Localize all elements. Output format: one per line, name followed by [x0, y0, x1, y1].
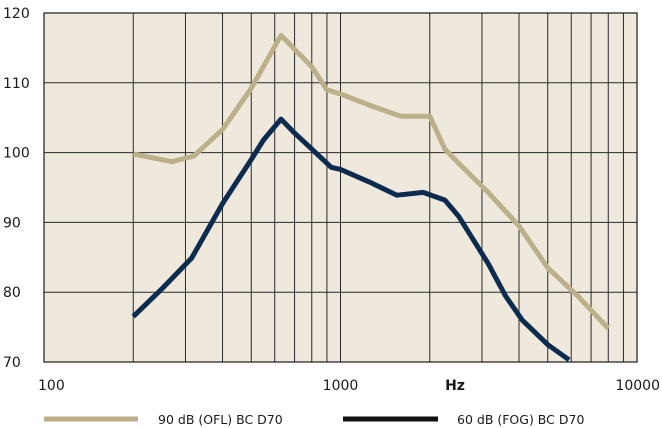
series-line-1 [132, 32, 611, 331]
y-tick-label: 100 [3, 146, 30, 162]
y-tick-label: 80 [3, 285, 21, 301]
x-tick-labels: 100 1000 10000 [38, 378, 660, 394]
plot-frame [43, 12, 638, 363]
y-tick-label: 120 [3, 6, 30, 22]
x-tick-label: 1000 [323, 378, 359, 394]
grid-lines [44, 13, 637, 362]
legend: 90 dB (OFL) BC D70 60 dB (FOG) BC D70 [44, 412, 584, 427]
series-lines [131, 32, 611, 362]
y-tick-labels: 70 80 90 100 110 120 [3, 6, 30, 371]
legend-label-1: 90 dB (OFL) BC D70 [158, 412, 283, 427]
series-line-2 [131, 116, 571, 362]
x-tick-label: 10000 [615, 378, 660, 394]
x-axis-label: Hz [445, 378, 465, 394]
y-tick-label: 110 [3, 76, 30, 92]
legend-label-2: 60 dB (FOG) BC D70 [457, 412, 584, 427]
y-tick-label: 90 [3, 215, 21, 231]
y-tick-label: 70 [3, 355, 21, 371]
x-tick-label: 100 [38, 378, 65, 394]
